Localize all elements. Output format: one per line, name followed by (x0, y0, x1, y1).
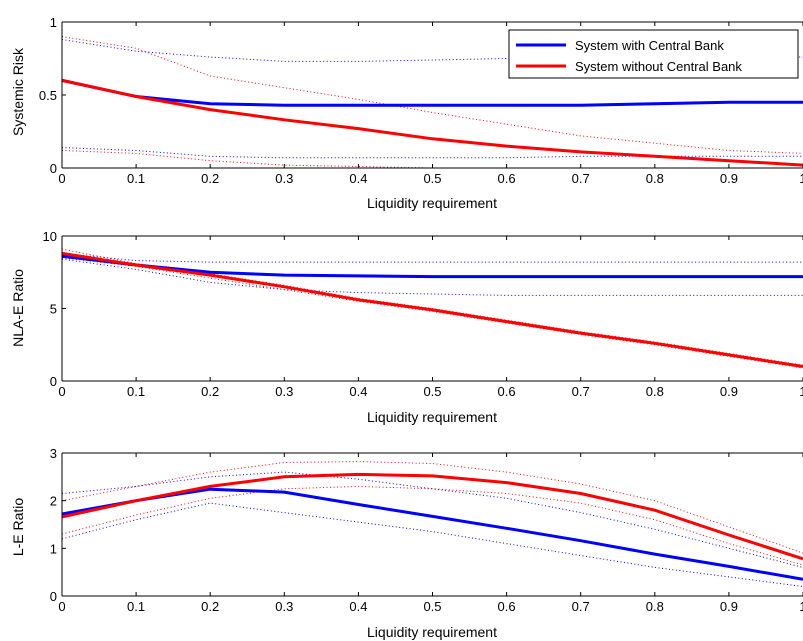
l-e-ratio-x-tick-label: 0.5 (423, 599, 441, 614)
nla-e-ratio-series-no-central-bank (61, 251, 803, 368)
nla-e-ratio-x-tick-label: 0.4 (349, 384, 367, 399)
nla-e-ratio-x-tick-label: 0.5 (423, 384, 441, 399)
nla-e-ratio-series-central-bank-band-3 (61, 258, 803, 296)
l-e-ratio-y-tick-label: 0 (50, 589, 57, 604)
legend-label-no-central-bank: System without Central Bank (575, 59, 742, 74)
systemic-risk-y-axis-label: Systemic Risk (10, 47, 26, 136)
nla-e-ratio-plot-area: 00.10.20.30.40.50.60.70.80.910510 (43, 229, 803, 399)
systemic-risk-x-tick-label: 0.2 (201, 171, 219, 186)
l-e-ratio-y-tick-label: 1 (50, 541, 57, 556)
nla-e-ratio-x-tick-label: 0.1 (127, 384, 145, 399)
systemic-risk-x-tick-label: 0.1 (127, 171, 145, 186)
l-e-ratio-plot-area: 0 0.1 0.2 0.3 0.4 0.5 0.6 0.7 0.8 0.9 1 0 1 2 3 (50, 446, 803, 614)
nla-e-ratio-x-tick-label: 0.7 (572, 384, 590, 399)
systemic-risk-x-tick-label: 1 (799, 171, 803, 186)
systemic-risk-series-central-bank (61, 78, 803, 107)
systemic-risk-y-tick-label: 0 (50, 161, 57, 176)
l-e-ratio-x-tick-label: 0.7 (572, 599, 590, 614)
l-e-ratio-series-central-bank (61, 487, 803, 581)
legend-label-central-bank: System with Central Bank (575, 38, 724, 53)
l-e-ratio-series-no-central-bank-band-5 (61, 485, 803, 566)
l-e-ratio-series-central-bank-band-3 (61, 502, 803, 587)
l-e-ratio-x-tick-label: 0.6 (498, 599, 516, 614)
systemic-risk-x-tick-label: 0 (58, 171, 65, 186)
nla-e-ratio-x-tick-label: 0.2 (201, 384, 219, 399)
nla-e-ratio-x-tick-label: 0.8 (646, 384, 664, 399)
l-e-ratio-y-tick-label: 2 (50, 494, 57, 509)
nla-e-ratio-y-tick-label: 5 (50, 302, 57, 317)
nla-e-ratio-series-central-bank (61, 254, 803, 279)
legend-box (508, 29, 799, 79)
systemic-risk-x-tick-label: 0.7 (572, 171, 590, 186)
systemic-risk-x-tick-label: 0.9 (720, 171, 738, 186)
l-e-ratio-x-tick-label: 0.2 (201, 599, 219, 614)
l-e-ratio-x-tick-label: 0 (58, 599, 65, 614)
systemic-risk-x-tick-label: 0.8 (646, 171, 664, 186)
systemic-risk-y-tick-label: 1 (50, 15, 57, 30)
systemic-risk-x-tick-label: 0.4 (349, 171, 367, 186)
systemic-risk-x-tick-label: 0.3 (275, 171, 293, 186)
systemic-risk-x-axis-label: Liquidity requirement (367, 195, 497, 211)
systemic-risk-x-tick-label: 0.6 (498, 171, 516, 186)
l-e-ratio-series-no-central-bank (61, 472, 803, 561)
nla-e-ratio-panel: 00.10.20.30.40.50.60.70.80.910510 Liquid… (10, 229, 803, 425)
systemic-risk-series-no-central-bank (61, 78, 803, 167)
nla-e-ratio-x-axis-label: Liquidity requirement (367, 409, 497, 425)
l-e-ratio-y-axis-label: L-E Ratio (10, 498, 26, 557)
systemic-risk-panel: 0 0.1 0.2 0.3 0.4 0.5 0.6 0.7 0.8 0.9 1 0 0.5 1 Liqui… (10, 15, 803, 211)
l-e-ratio-x-tick-label: 0.3 (275, 599, 293, 614)
l-e-ratio-x-tick-label: 0.4 (349, 599, 367, 614)
legend: System with Central Bank System without … (508, 29, 799, 79)
nla-e-ratio-y-axis-label: NLA-E Ratio (10, 269, 26, 347)
l-e-ratio-x-tick-label: 0.9 (720, 599, 738, 614)
l-e-ratio-panel: 0 0.1 0.2 0.3 0.4 0.5 0.6 0.7 0.8 0.9 1 0 1 2 3 Liquid… (10, 446, 803, 640)
l-e-ratio-x-tick-label: 0.8 (646, 599, 664, 614)
l-e-ratio-x-axis-label: Liquidity requirement (367, 624, 497, 640)
nla-e-ratio-x-tick-label: 1 (799, 384, 803, 399)
l-e-ratio-x-tick-label: 0.1 (127, 599, 145, 614)
nla-e-ratio-x-tick-label: 0.6 (498, 384, 516, 399)
l-e-ratio-y-tick-label: 3 (50, 446, 57, 461)
systemic-risk-series-central-bank-band-2 (61, 39, 803, 62)
systemic-risk-y-tick-label: 0.5 (39, 88, 57, 103)
systemic-risk-x-tick-label: 0.5 (423, 171, 441, 186)
nla-e-ratio-x-tick-label: 0 (58, 384, 65, 399)
nla-e-ratio-x-tick-label: 0.9 (720, 384, 738, 399)
nla-e-ratio-y-tick-label: 10 (43, 229, 57, 244)
nla-e-ratio-y-tick-label: 0 (50, 374, 57, 389)
l-e-ratio-x-tick-label: 1 (799, 599, 803, 614)
nla-e-ratio-x-tick-label: 0.3 (275, 384, 293, 399)
systemic-risk-plot-area: 0 0.1 0.2 0.3 0.4 0.5 0.6 0.7 0.8 0.9 1 0 0.5 1 (39, 15, 803, 186)
